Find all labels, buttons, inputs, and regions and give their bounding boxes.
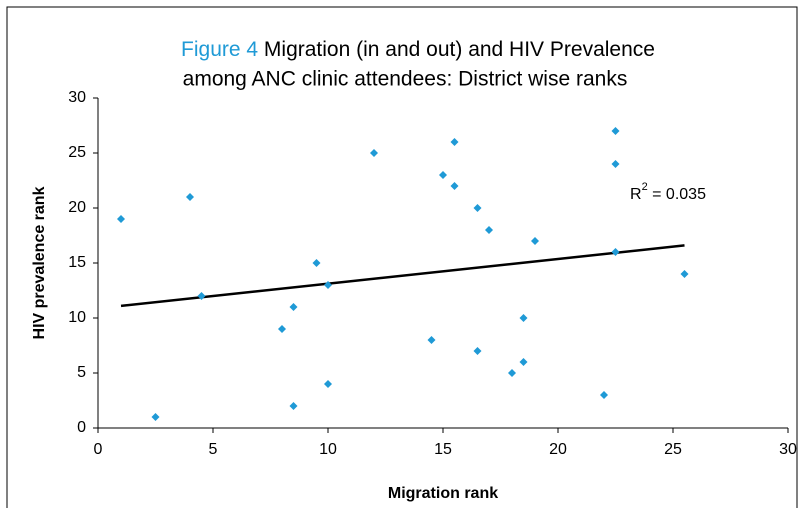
y-tick-label: 0 [77,419,86,436]
y-tick-label: 15 [68,254,86,271]
chart-title: Figure 4 Migration (in and out) and HIV … [181,38,655,61]
point [186,193,194,201]
y-tick-label: 25 [68,144,86,161]
y-tick-label: 20 [68,199,86,216]
x-tick-label: 0 [94,441,103,458]
point [197,292,206,300]
point [485,226,493,234]
point [519,358,528,366]
point [600,391,608,399]
annotation-rest: = 0.035 [648,186,706,203]
point [439,171,447,179]
point [370,149,378,157]
point [519,314,528,322]
point [324,380,332,388]
title-line: Migration (in and out) and HIV Prevalenc… [264,38,655,61]
point [289,303,298,311]
x-tick-label: 5 [209,441,218,458]
x-tick-label: 25 [664,441,682,458]
point [450,182,459,190]
point [289,402,298,410]
point [312,259,321,267]
point [427,336,436,344]
annotation: R2 = 0.035 [630,181,706,203]
point [473,204,482,212]
x-axis-label: Migration rank [388,485,498,502]
point [680,270,689,278]
x-tick-label: 15 [434,441,452,458]
point [531,237,539,245]
point [324,281,332,289]
point [278,325,286,333]
x-tick-label: 20 [549,441,567,458]
point [450,138,459,146]
point [611,160,620,168]
point [473,347,482,355]
point [611,248,620,256]
point [611,127,620,135]
x-tick-label: 30 [779,441,797,458]
point [508,369,516,377]
annotation-base: R [630,186,642,203]
y-axis-label: HIV prevalence rank [31,186,48,339]
chart-border [6,6,798,508]
title-prefix: Figure 4 [181,38,258,61]
point [117,215,125,223]
y-tick-label: 30 [68,89,86,106]
y-tick-label: 10 [68,309,86,326]
annotation-sup: 2 [642,181,648,193]
chart-title: among ANC clinic attendees: District wis… [183,68,628,91]
y-tick-label: 5 [77,364,86,381]
trendline [120,244,685,308]
point [151,413,160,421]
x-tick-label: 10 [319,441,337,458]
